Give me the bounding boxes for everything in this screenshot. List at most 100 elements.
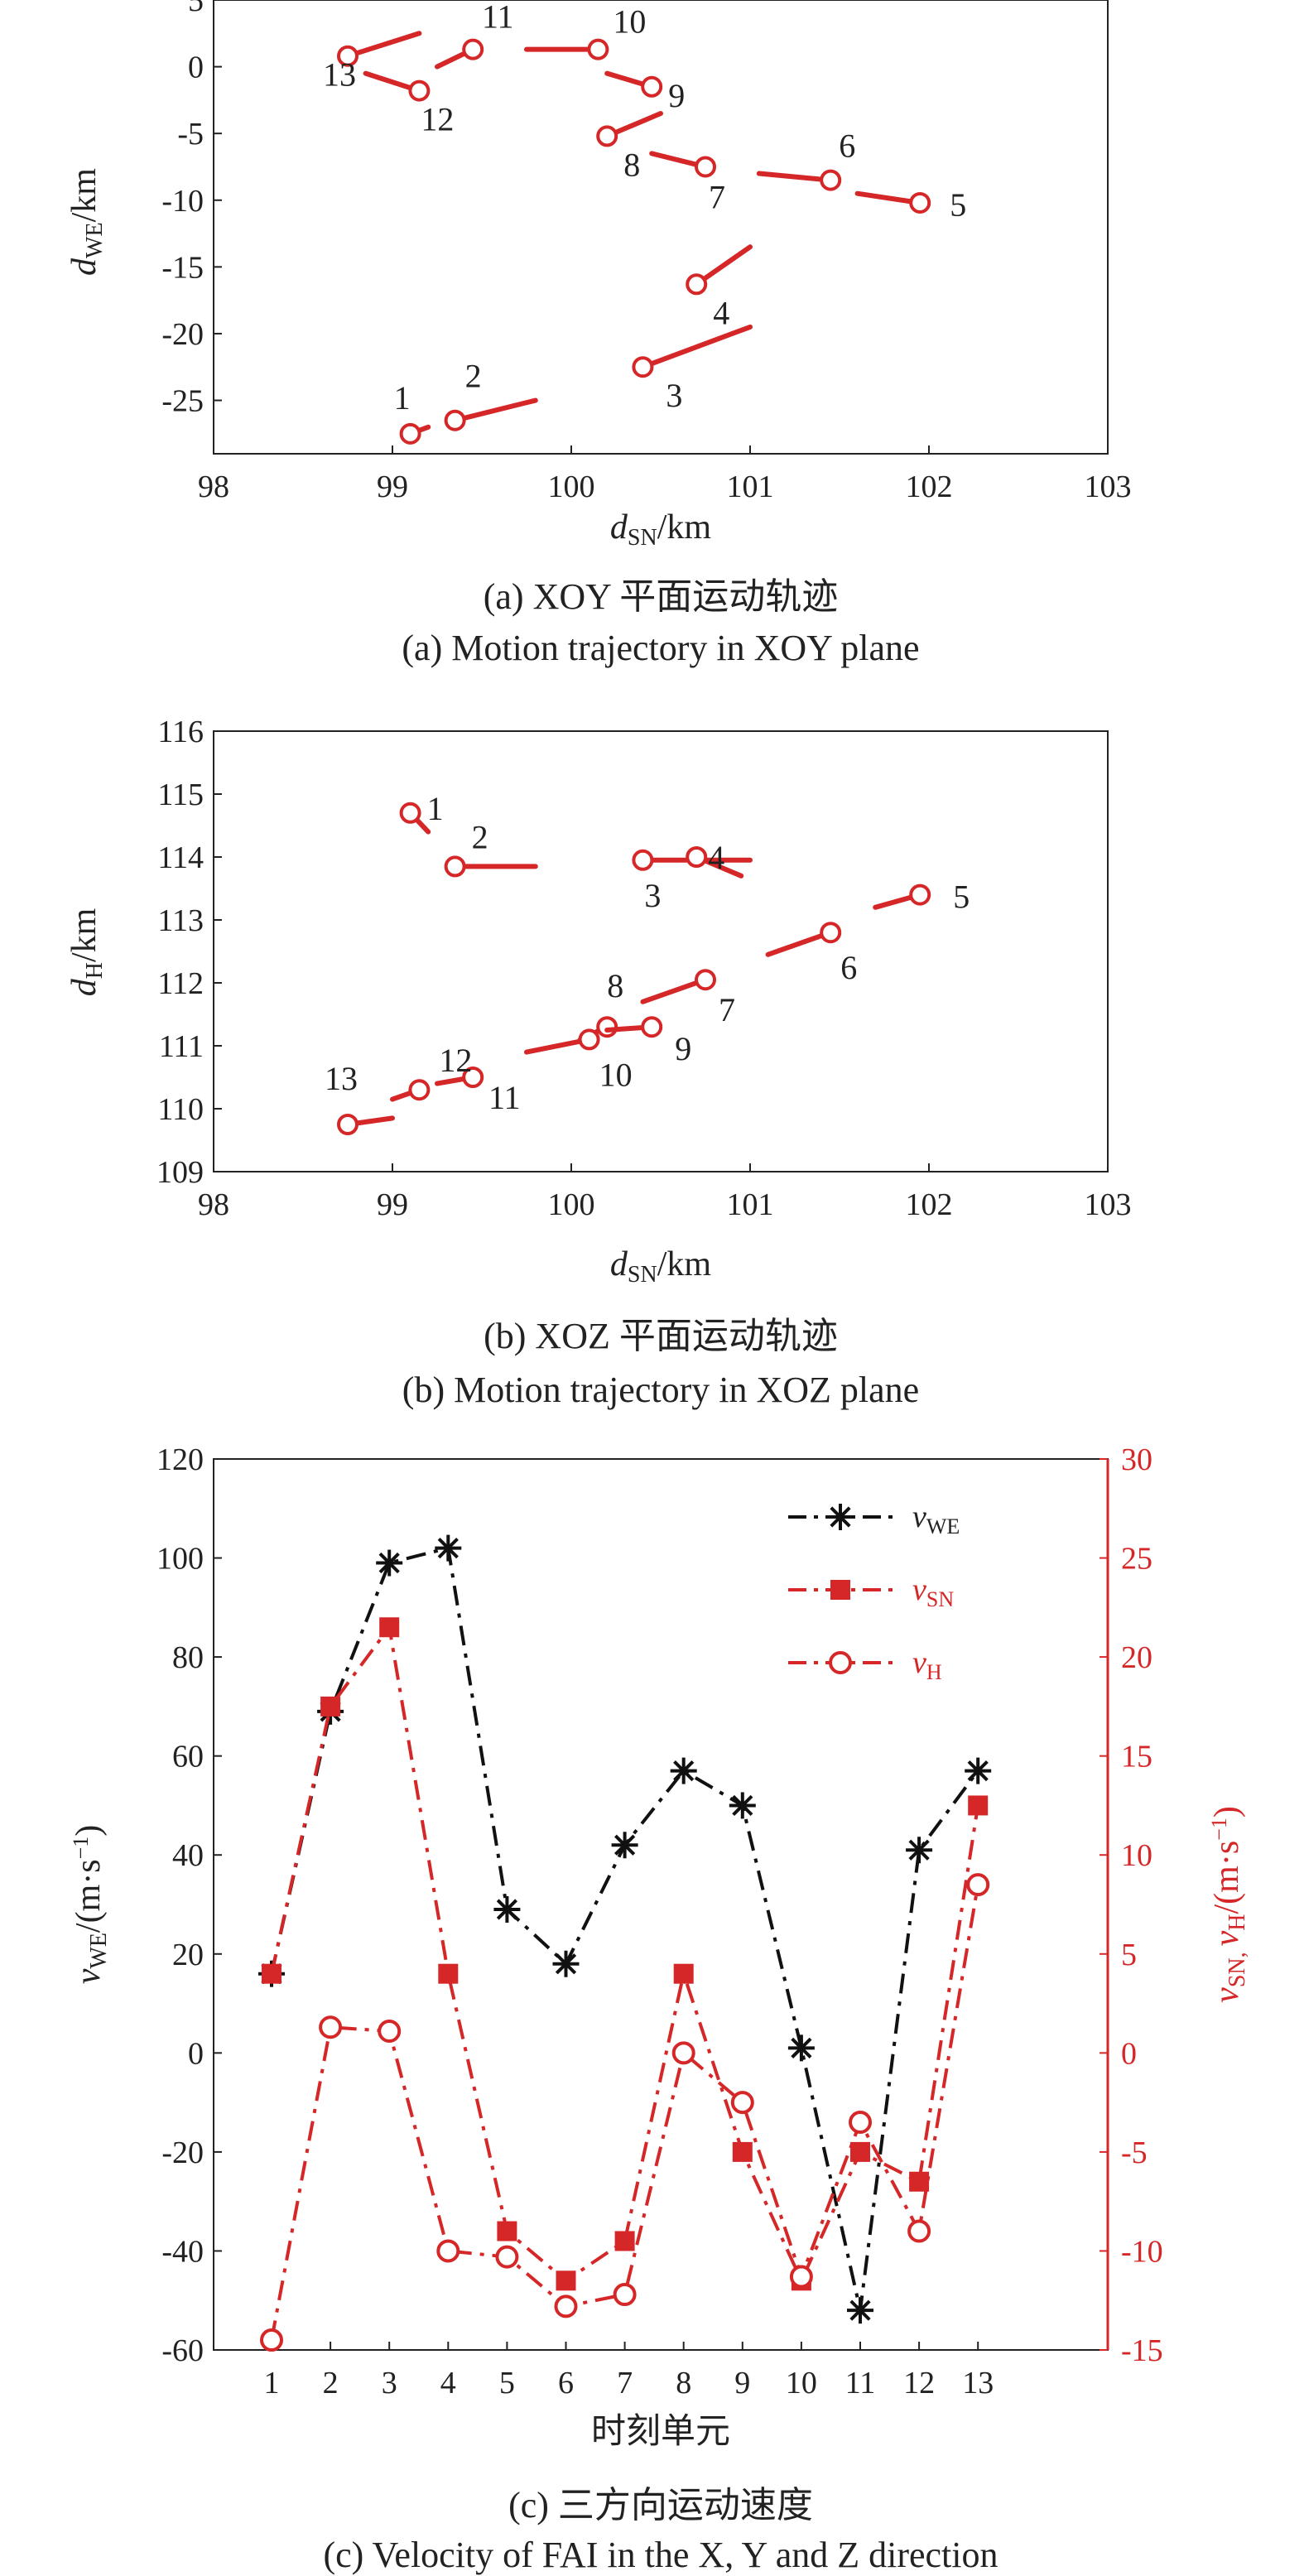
panel-a-y-axis-label: dWE/km [65,168,108,276]
point-label: 3 [666,377,682,414]
circle-marker [907,2219,931,2243]
point-label: 2 [465,358,482,395]
trajectory-point [444,409,466,431]
x-tick-label: 98 [198,469,229,504]
panel-c-x-ticks: 1 2 3 4 5 6 7 8 9 10 11 12 13 [264,2342,994,2400]
square-marker [673,1963,694,1984]
trajectory-point [462,1067,484,1088]
panel-c-legend: vWE vSN vH [788,1500,960,1684]
y2-tick-label: 30 [1121,1442,1152,1477]
point-label: 8 [623,146,640,183]
panel-b-plot-area [213,730,1109,1172]
circle-marker [495,2245,519,2269]
trajectory-line [694,244,753,287]
asterisk-marker [787,2034,815,2062]
trajectory-line [640,324,753,370]
asterisk-marker [435,1534,462,1562]
x-tick-label: 103 [1085,469,1132,504]
x-tick-label: 103 [1085,1187,1132,1222]
x-tick-label: 102 [906,469,953,504]
x-tick-label: 100 [548,1187,595,1222]
y-tick-label: 0 [188,2036,204,2071]
x-tick-label: 7 [617,2366,633,2400]
trajectory-line [640,977,708,1004]
trajectory-line [756,171,834,183]
point-label: 10 [599,1056,633,1093]
trajectory-point [695,156,716,178]
circle-marker [789,2265,813,2289]
y-tick-label: 0 [188,51,204,85]
panel-a-y-ticks: 5 0 -5 -10 -15 -20 -25 [161,0,222,419]
point-label: 1 [427,790,444,827]
point-label: 4 [708,839,724,876]
trajectory-line [765,930,834,957]
y-tick-label: -5 [177,117,204,152]
trajectory-point [408,79,431,102]
trajectory-point [408,1079,431,1101]
y2-tick-label: 10 [1121,1838,1152,1873]
point-label: 7 [709,178,725,215]
panel-a-plot-area [213,0,1109,455]
y-tick-label: 60 [172,1740,204,1774]
point-label: 3 [644,877,661,914]
x-tick-label: 6 [558,2366,574,2400]
asterisk-marker [847,2297,873,2324]
circle-marker [554,2294,578,2318]
panel-b-caption-cn: (b) XOZ 平面运动轨迹 [484,1316,838,1356]
asterisk-marker [552,1950,580,1977]
trajectory-point [820,922,842,944]
y-tick-label: -20 [161,317,204,352]
y2-tick-label: 15 [1121,1740,1152,1774]
trajectory-point [695,969,716,991]
x-tick-label: 100 [548,469,595,504]
point-label: 9 [668,77,685,114]
point-label: 12 [439,1042,472,1079]
asterisk-marker [670,1757,697,1784]
x-tick-label: 4 [440,2366,456,2400]
point-label: 4 [713,294,729,331]
point-label: 8 [607,967,623,1004]
y2-tick-label: -15 [1121,2333,1163,2368]
x-tick-label: 101 [727,469,774,504]
trajectory-point [444,855,466,878]
panel-c-y-ticks: 120 100 80 60 40 20 0 -20 -40 -60 [156,1442,222,2368]
x-tick-label: 11 [845,2366,876,2400]
asterisk-stroke [791,2037,812,2058]
panel-c-x-axis-label: 时刻单元 [591,2413,730,2451]
x-tick-label: 99 [377,1187,408,1222]
trajectory-point [909,191,931,214]
square-marker [732,2141,753,2162]
asterisk-marker [376,1549,403,1577]
panel-b-y-ticks: 116 115 114 113 112 111 110 109 [156,715,222,1190]
y-tick-label: 5 [188,0,204,18]
square-marker [614,2231,635,2251]
y-tick-label: 110 [157,1092,204,1127]
panel-c-y2-axis-label: vSN, vH/(m·s−1) [1207,1806,1250,2003]
panel-a: 50-5-10-15-20-25 98 99 100 101 102 103 123456… [65,0,1132,668]
panel-b-x-ticks: 98 99 100 101 102 103 [198,1163,1132,1222]
series-line-sn [270,1623,980,2285]
y-tick-label: -60 [161,2333,204,2368]
asterisk-marker [827,1504,854,1530]
y-tick-label: 109 [156,1155,204,1190]
panel-a-x-axis-label: dSN/km [610,508,711,551]
trajectory-point [632,849,654,871]
x-tick-label: 2 [323,2366,339,2400]
x-tick-label: 1 [264,2366,280,2400]
square-marker [850,2141,870,2162]
x-tick-label: 5 [499,2366,515,2400]
square-marker [909,2171,930,2192]
asterisk-stroke [732,1794,753,1817]
point-label: 1 [394,379,411,416]
trajectory-point [820,169,842,191]
y2-tick-label: -10 [1121,2234,1163,2269]
square-marker [968,1795,989,1816]
trajectory-point [462,38,484,60]
square-marker [830,1580,850,1600]
circle-marker [436,2239,460,2263]
x-tick-label: 13 [962,2366,994,2400]
x-tick-label: 101 [727,1187,774,1222]
asterisk-stroke [614,1834,636,1856]
trajectory-line [452,397,538,423]
